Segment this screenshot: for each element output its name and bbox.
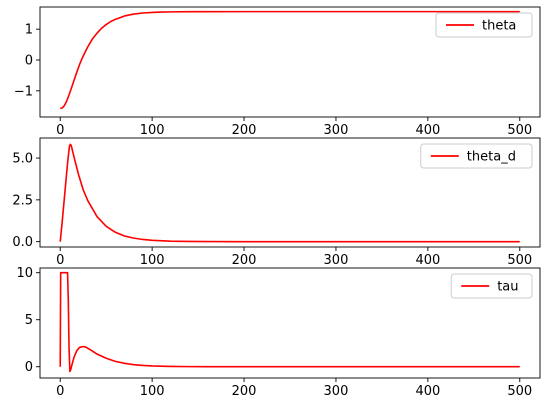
x-tick-label: 100	[140, 123, 165, 138]
x-tick-label: 100	[140, 253, 165, 268]
series-line-theta	[60, 10, 520, 110]
y-tick-label: 0	[25, 360, 33, 375]
y-tick-label: 0.0	[12, 235, 33, 250]
axes-frame	[39, 6, 541, 118]
series-line-theta_d	[59, 143, 520, 243]
x-tick-label: 0	[56, 384, 64, 399]
x-tick-label: 300	[324, 253, 349, 268]
y-tick-label: 2.5	[12, 193, 33, 208]
x-tick-label: 500	[507, 384, 532, 399]
x-tick-label: 0	[56, 123, 64, 138]
legend-label: theta_d	[467, 150, 516, 165]
x-tick-label: 100	[140, 384, 165, 399]
legend-label: tau	[497, 280, 518, 295]
x-tick-label: 300	[324, 384, 349, 399]
legend: theta_d	[420, 143, 533, 169]
axes-frame	[39, 137, 541, 248]
legend-box	[420, 143, 533, 169]
legend-box	[435, 12, 533, 38]
x-tick-label: 200	[232, 253, 257, 268]
y-tick-label: 10	[16, 266, 33, 281]
y-tick-label: 5	[25, 313, 33, 328]
chart-panel-2: 0 100 200 300 400 500 0.0 2.5 5.0 theta_d	[12, 137, 541, 268]
x-tick-label: 200	[232, 384, 257, 399]
legend: theta	[435, 12, 533, 38]
axes-frame	[39, 267, 541, 379]
x-tick-label: 400	[415, 253, 440, 268]
y-tick-label: 5.0	[12, 152, 33, 167]
series-line-tau	[59, 271, 520, 373]
y-tick-label: −1	[14, 84, 33, 99]
x-tick-label: 500	[507, 253, 532, 268]
legend: tau	[450, 273, 533, 299]
chart-panel-1: 0 100 200 300 400 500 −1 0 1 theta	[14, 6, 541, 138]
x-tick-label: 0	[56, 253, 64, 268]
legend-box	[450, 273, 533, 299]
y-tick-label: 0	[25, 53, 33, 68]
chart-panel-3: 0 100 200 300 400 500 0 5 10 tau	[16, 266, 541, 399]
x-tick-label: 400	[415, 384, 440, 399]
x-tick-label: 400	[415, 123, 440, 138]
legend-label: theta	[482, 19, 516, 34]
y-tick-label: 1	[25, 23, 33, 38]
x-tick-label: 500	[507, 123, 532, 138]
x-tick-label: 300	[324, 123, 349, 138]
x-tick-label: 200	[232, 123, 257, 138]
